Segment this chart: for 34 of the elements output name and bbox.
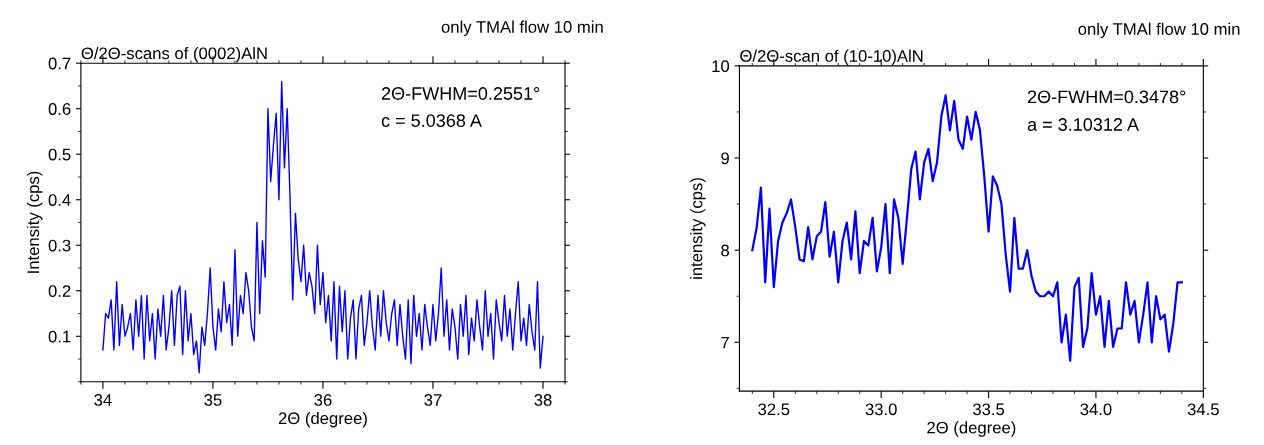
line-series [102, 80, 544, 374]
x-tick-label: 33.5 [972, 403, 1005, 416]
y-tick-label: 0.6 [48, 103, 71, 115]
x-tick-label: 35 [204, 394, 222, 406]
annotation: c = 5.0368 A [381, 114, 482, 127]
x-tick-label: 34.0 [1080, 403, 1112, 416]
x-tick-label: 36 [314, 394, 332, 406]
y-tick-label: 0.7 [48, 57, 71, 70]
y-axis-title: intensity (cps) [690, 178, 706, 279]
y-tick-label: 0.4 [48, 194, 71, 206]
y-axis-title: Intensity (cps) [26, 171, 43, 273]
x-tick-label: 34 [94, 394, 112, 406]
y-tick-label: 10 [712, 60, 730, 73]
x-tick-label: 37 [424, 394, 442, 406]
y-tick-label: 7 [721, 336, 729, 349]
y-tick-label: 8 [721, 244, 729, 257]
chart-title: Θ/2Θ-scan of (10-10)AlN [740, 49, 923, 66]
annotation: 2Θ-FWHM=0.2551° [381, 87, 540, 100]
annotation: a = 3.10312 A [1027, 118, 1139, 131]
y-tick-label: 9 [721, 152, 729, 165]
chart-title: Θ/2Θ-scans of (0002)AlN [81, 46, 267, 63]
text: only TMAl flow 10 min [1078, 22, 1240, 39]
x-tick-label: 32.5 [758, 403, 790, 416]
x-tick-label: 34.5 [1187, 403, 1219, 416]
y-tick-label: 0.2 [48, 285, 71, 297]
y-tick-label: 0.1 [48, 330, 71, 343]
x-axis-title: 2Θ (degree) [278, 411, 367, 428]
x-tick-label: 38 [534, 394, 552, 406]
y-tick-label: 0.5 [48, 148, 71, 161]
annotation: 2Θ-FWHM=0.3478° [1027, 90, 1186, 104]
x-axis-title: 2Θ (degree) [927, 421, 1016, 437]
text: only TMAl flow 10 min [441, 20, 603, 37]
y-tick-label: 0.3 [48, 239, 71, 252]
x-tick-label: 33.0 [865, 403, 897, 416]
